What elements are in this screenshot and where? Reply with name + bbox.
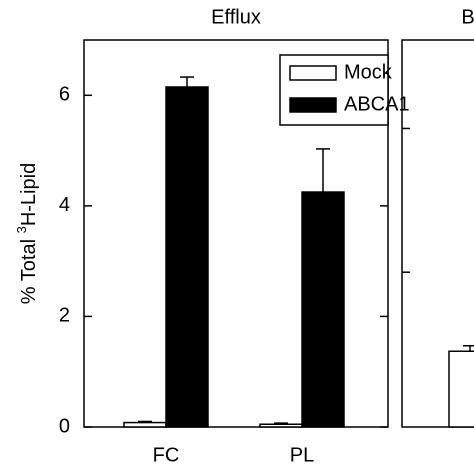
bar [448, 350, 474, 428]
bar [123, 421, 167, 428]
legend-swatch [289, 97, 337, 113]
legend-swatch [289, 65, 337, 81]
y-tick-label: 2 [59, 305, 70, 327]
bar [259, 423, 303, 428]
plot-frame [83, 39, 389, 428]
y-axis-label: % Total 3H-Lipid [14, 163, 40, 304]
legend-label: ABCA1 [344, 93, 410, 115]
y-tick-label: 4 [59, 194, 70, 216]
chart-title: Efflux [211, 6, 261, 28]
x-tick-label: FC [153, 444, 180, 466]
y-axis-label-part: H-Lipid [18, 163, 40, 226]
chart-title: B [461, 6, 474, 28]
y-tick-label: 6 [59, 84, 70, 106]
y-tick-label: 0 [59, 415, 70, 437]
bar [301, 191, 345, 428]
legend-label: Mock [344, 61, 393, 83]
x-tick-label: PL [290, 444, 314, 466]
y-axis-label-part: 3 [14, 226, 29, 233]
y-axis-label-part: % Total [18, 233, 40, 304]
bar [165, 86, 209, 428]
